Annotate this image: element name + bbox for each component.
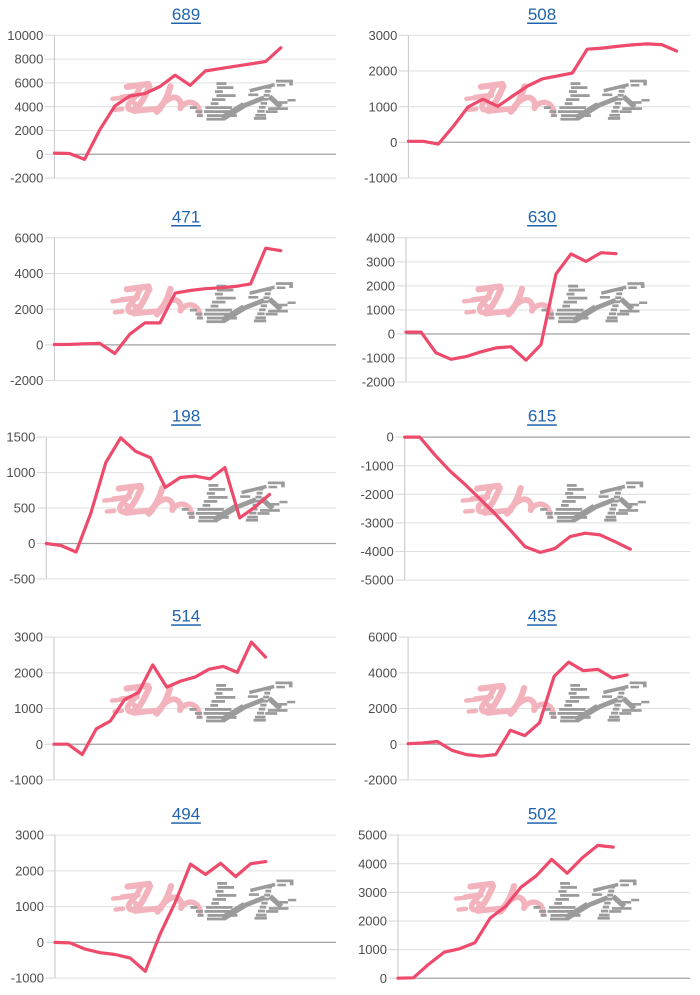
svg-text:1500: 1500 <box>6 430 35 445</box>
svg-text:-2000: -2000 <box>364 773 397 788</box>
svg-text:1000: 1000 <box>14 701 43 716</box>
svg-text:2000: 2000 <box>14 665 43 680</box>
svg-text:615: 615 <box>528 407 556 426</box>
svg-text:1000: 1000 <box>6 465 35 480</box>
svg-text:-2000: -2000 <box>360 487 393 502</box>
svg-text:-500: -500 <box>9 572 35 587</box>
svg-text:0: 0 <box>36 147 43 162</box>
svg-text:6000: 6000 <box>14 230 43 245</box>
svg-text:6000: 6000 <box>14 76 43 91</box>
svg-text:0: 0 <box>28 536 35 551</box>
svg-text:2000: 2000 <box>14 123 43 138</box>
svg-text:0: 0 <box>37 935 44 950</box>
svg-text:2000: 2000 <box>15 864 44 879</box>
svg-text:494: 494 <box>172 805 200 824</box>
svg-text:0: 0 <box>380 971 387 986</box>
svg-text:3000: 3000 <box>368 28 397 43</box>
svg-text:10000: 10000 <box>7 28 43 43</box>
svg-text:2000: 2000 <box>366 279 395 294</box>
svg-text:514: 514 <box>172 607 200 626</box>
svg-text:198: 198 <box>172 407 200 426</box>
svg-text:-2000: -2000 <box>10 171 43 186</box>
svg-text:3000: 3000 <box>14 630 43 645</box>
svg-text:1000: 1000 <box>366 303 395 318</box>
svg-text:-1000: -1000 <box>362 351 395 366</box>
svg-text:-1000: -1000 <box>364 171 397 186</box>
svg-text:508: 508 <box>528 5 556 24</box>
svg-text:5000: 5000 <box>358 828 387 843</box>
svg-text:2000: 2000 <box>368 64 397 79</box>
svg-text:-5000: -5000 <box>360 573 393 588</box>
svg-text:0: 0 <box>386 430 393 445</box>
svg-text:-4000: -4000 <box>360 544 393 559</box>
svg-text:0: 0 <box>388 327 395 342</box>
svg-text:-1000: -1000 <box>360 458 393 473</box>
svg-text:3000: 3000 <box>366 255 395 270</box>
svg-text:4000: 4000 <box>366 230 395 245</box>
svg-text:502: 502 <box>528 805 556 824</box>
svg-text:0: 0 <box>36 737 43 752</box>
svg-text:-1000: -1000 <box>11 971 44 986</box>
svg-text:0: 0 <box>36 338 43 353</box>
svg-text:630: 630 <box>528 207 556 226</box>
svg-text:-2000: -2000 <box>10 373 43 388</box>
svg-text:471: 471 <box>172 207 200 226</box>
svg-text:4000: 4000 <box>358 856 387 871</box>
svg-text:435: 435 <box>528 607 556 626</box>
svg-text:689: 689 <box>172 5 200 24</box>
svg-text:1000: 1000 <box>15 899 44 914</box>
svg-text:0: 0 <box>390 135 397 150</box>
svg-text:3000: 3000 <box>15 828 44 843</box>
svg-text:4000: 4000 <box>14 99 43 114</box>
svg-text:1000: 1000 <box>368 99 397 114</box>
svg-text:6000: 6000 <box>368 630 397 645</box>
svg-text:-1000: -1000 <box>10 773 43 788</box>
svg-text:4000: 4000 <box>368 665 397 680</box>
svg-text:4000: 4000 <box>14 266 43 281</box>
svg-text:3000: 3000 <box>358 885 387 900</box>
svg-text:0: 0 <box>390 737 397 752</box>
svg-text:2000: 2000 <box>358 914 387 929</box>
svg-text:2000: 2000 <box>14 302 43 317</box>
svg-text:8000: 8000 <box>14 52 43 67</box>
svg-text:-3000: -3000 <box>360 516 393 531</box>
svg-text:-2000: -2000 <box>362 375 395 390</box>
svg-text:1000: 1000 <box>358 942 387 957</box>
svg-text:2000: 2000 <box>368 701 397 716</box>
svg-text:500: 500 <box>14 501 36 516</box>
